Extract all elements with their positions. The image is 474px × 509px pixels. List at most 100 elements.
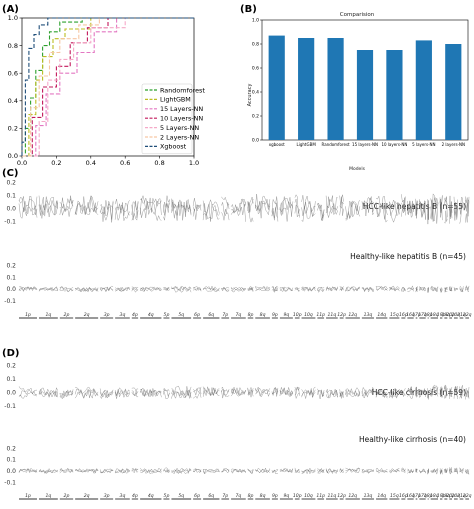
track-y-tick-label: -0.1: [4, 219, 16, 226]
chromosome-arm-label: 7p: [222, 312, 228, 318]
bar-category-label: xgboost: [269, 142, 285, 147]
chromosome-arm-label: 7q: [235, 493, 241, 499]
chromosome-arm-label: 6q: [208, 493, 214, 499]
accuracy-bar-chart: Comparision Accuracy Models 0.0 0.2 0.4 0.6…: [247, 12, 469, 172]
bar-y-tick-label: 0.4: [252, 90, 259, 96]
chromosome-arm-label: 20q: [451, 312, 460, 318]
track-y-tick-label: 0.2: [6, 180, 16, 187]
roc-legend-label: 15 Layers-NN: [160, 105, 203, 113]
chromosome-arm-label: 15q: [390, 312, 399, 318]
roc-legend-box: [141, 83, 193, 155]
track-y-tick-label: 0.2: [6, 262, 16, 269]
bar-4: [386, 50, 403, 140]
chromosome-arm-label: 21q: [457, 312, 466, 318]
roc-legend-label: Randomforest: [160, 86, 205, 94]
chromosome-arm-label: 18p: [424, 312, 433, 318]
track-y-tick-label: -0.1: [4, 403, 16, 410]
chromosome-arm-label: 11p: [316, 312, 325, 318]
chromosome-arm-label: 2p: [64, 312, 70, 318]
track-y-tick-label: 0.1: [6, 193, 16, 200]
chromosome-arm-label: 19p: [437, 312, 446, 318]
roc-x-tick-label: 0.6: [120, 159, 130, 167]
bar-category-label: Randomforest: [322, 142, 351, 147]
chromosome-arm-label: 12p: [337, 493, 346, 499]
chromosome-arm-label: 7q: [235, 312, 241, 318]
chromosome-arm-label: 21q: [457, 493, 466, 499]
chromosome-arm-label: 18q: [430, 312, 439, 318]
chromosome-arm-label: 10p: [293, 312, 302, 318]
chromosome-arm-label: 17p: [412, 493, 421, 499]
panel-label-d: (D): [2, 348, 19, 359]
chromosome-arm-label: 12q: [348, 312, 357, 318]
bar-y-tick-label: 1.0: [252, 18, 259, 24]
chromosome-arm-label: 5q: [178, 312, 184, 318]
bar-6: [445, 44, 462, 140]
chromosome-arm-label: 12q: [348, 493, 357, 499]
roc-x-tick-label: 0.8: [154, 159, 164, 167]
chromosome-arm-label: 6p: [194, 312, 200, 318]
chromosome-arm-label: 11q: [328, 312, 337, 318]
roc-series-1: [22, 17, 194, 157]
track-y-tick-label: 0.1: [6, 274, 16, 281]
roc-y-tick-label: 0.2: [8, 125, 18, 133]
panel-label-b: (B): [240, 4, 257, 15]
roc-y-tick-label: 0.8: [8, 42, 18, 50]
chromosome-arm-label: 10q: [304, 312, 313, 318]
track-label-d-bottom: Healthy-like cirrhosis (n=40): [359, 435, 466, 444]
roc-series-4: [22, 17, 194, 157]
bar-5: [415, 40, 432, 140]
chromosome-arm-label: 22q: [463, 493, 472, 499]
chromosome-arm-label: 4q: [148, 493, 154, 499]
chromosome-arm-label: 1q: [45, 312, 51, 318]
track-y-tick-label: -0.1: [4, 479, 16, 486]
chromosome-arm-label: 18p: [424, 493, 433, 499]
chromosome-arm-label: 9q: [283, 493, 289, 499]
roc-legend-label: Xgboost: [160, 143, 187, 151]
chromosome-arm-label: 22q: [463, 312, 472, 318]
bar-chart-xlabel: Models: [349, 166, 366, 172]
roc-chart: 0.0 0.2 0.4 0.6 0.8 1.0 0.0 0.2 0.4 0.6 0.8 1.0 Rand…: [8, 14, 206, 167]
c-top-profile-0: [18, 195, 470, 225]
panel-label-c: (C): [2, 168, 18, 179]
chromosome-arm-label: 19q: [441, 312, 450, 318]
bar-y-tick-label: 0.8: [252, 42, 259, 48]
track-y-tick-label: 0.0: [6, 286, 16, 293]
chromosome-arm-label: 8p: [248, 312, 254, 318]
chromosome-arm-label: 5p: [164, 312, 170, 318]
roc-legend-label: LightGBM: [160, 96, 191, 104]
chromosome-arm-label: 2p: [64, 493, 70, 499]
bar-category-label: 10 layers-NN: [381, 142, 407, 147]
chromosome-arm-label: 6q: [208, 312, 214, 318]
chromosome-arm-label: 6p: [194, 493, 200, 499]
chromosome-arm-label: 11q: [328, 493, 337, 499]
chromosome-arm-label: 16q: [406, 312, 415, 318]
c-top-profile-2: [18, 193, 470, 224]
genome-profile-tracks: HCC-like hepatitis B (n=55) Healthy-like…: [4, 180, 472, 500]
c-top-profile-1: [18, 193, 470, 224]
chromosome-arm-label: 4p: [132, 312, 138, 318]
chromosome-arm-label: 20p: [446, 312, 455, 318]
chromosome-arm-label: 3p: [104, 312, 110, 318]
roc-series-5: [22, 17, 194, 157]
chromosome-arm-label: 19p: [437, 493, 446, 499]
bar-3: [356, 50, 374, 140]
chromosome-arm-label: 8q: [260, 312, 266, 318]
bar-chart-title: Comparision: [340, 12, 375, 18]
chromosome-arm-label: 17q: [418, 312, 427, 318]
chromosome-arm-label: 11p: [316, 493, 325, 499]
roc-series-0: [22, 17, 194, 157]
bar-y-tick-label: 0.0: [252, 138, 259, 144]
bar-1: [298, 38, 315, 140]
bar-category-label: 2 layers-NN: [442, 142, 465, 147]
bar-category-label: 5 layers-NN: [412, 142, 435, 147]
panel-label-a: (A): [2, 4, 19, 15]
chromosome-arm-label: 16p: [399, 493, 408, 499]
roc-x-tick-label: 1.0: [189, 159, 199, 167]
roc-series-2: [22, 17, 194, 157]
track-y-tick-label: -0.1: [4, 298, 16, 305]
chromosome-arm-label: 1p: [25, 493, 31, 499]
track-y-tick-label: 0.2: [6, 445, 16, 452]
bar-chart-ylabel: Accuracy: [247, 84, 253, 107]
chromosome-arm-label: 14q: [377, 312, 386, 318]
track-y-tick-label: 0.0: [6, 390, 16, 397]
